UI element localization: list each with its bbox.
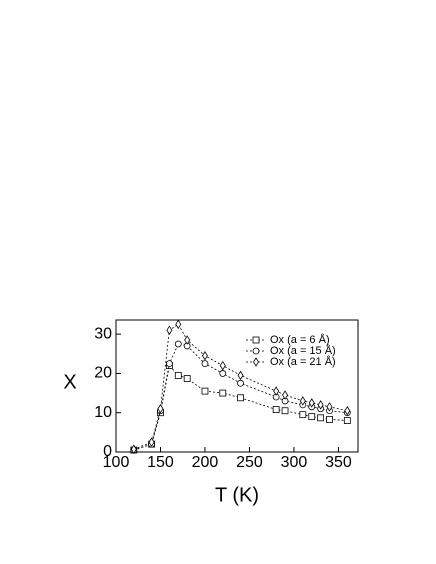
data-point — [326, 402, 333, 412]
x-tick-label: 150 — [147, 454, 174, 471]
data-point — [237, 394, 244, 402]
data-point — [201, 350, 208, 361]
y-axis-label: X — [63, 371, 76, 393]
y-tick-label: 20 — [94, 365, 112, 382]
x-tick-label: 350 — [325, 454, 352, 471]
data-point — [174, 340, 182, 348]
data-point — [174, 371, 182, 379]
data-point — [326, 415, 333, 423]
data-point — [165, 360, 173, 368]
x-tick-label: 250 — [236, 454, 263, 471]
y-tick-label: 10 — [94, 404, 112, 421]
legend-label: Ox (a = 6 Å) — [270, 333, 330, 346]
data-point — [201, 360, 209, 368]
data-point — [317, 400, 324, 410]
data-point — [130, 444, 137, 455]
data-point — [219, 389, 227, 397]
data-point — [272, 406, 280, 413]
data-point — [343, 417, 351, 424]
data-point — [344, 405, 351, 416]
legend-label: Ox (a = 21 Å) — [270, 355, 336, 368]
series-line — [133, 343, 348, 451]
data-point — [237, 379, 244, 387]
data-point — [201, 387, 209, 395]
data-point — [219, 360, 226, 371]
y-tick-label: 30 — [94, 325, 112, 342]
data-point — [282, 390, 289, 400]
data-point — [157, 404, 164, 414]
data-point — [273, 386, 280, 396]
data-point — [183, 375, 191, 382]
data-point — [317, 414, 325, 422]
data-point — [148, 437, 155, 447]
x-tick-label: 100 — [103, 454, 130, 471]
data-point — [308, 413, 316, 421]
data-point — [184, 335, 191, 345]
series-line — [133, 323, 348, 450]
data-point — [219, 370, 227, 377]
x-axis-label: T (K) — [215, 484, 259, 506]
x-tick-label: 300 — [281, 454, 308, 471]
legend-marker — [252, 347, 260, 355]
legend-marker — [253, 357, 259, 367]
plot-frame — [115, 319, 359, 453]
data-point — [175, 319, 182, 330]
data-point — [237, 370, 244, 381]
data-point — [281, 407, 289, 415]
data-point — [166, 325, 173, 335]
data-point — [308, 398, 315, 408]
legend-marker — [252, 336, 260, 344]
legend-label: Ox (a = 15 Å) — [270, 344, 336, 357]
data-point — [299, 411, 307, 419]
x-tick-label: 200 — [192, 454, 219, 471]
data-point — [299, 396, 306, 406]
y-tick-label: 0 — [103, 443, 112, 460]
